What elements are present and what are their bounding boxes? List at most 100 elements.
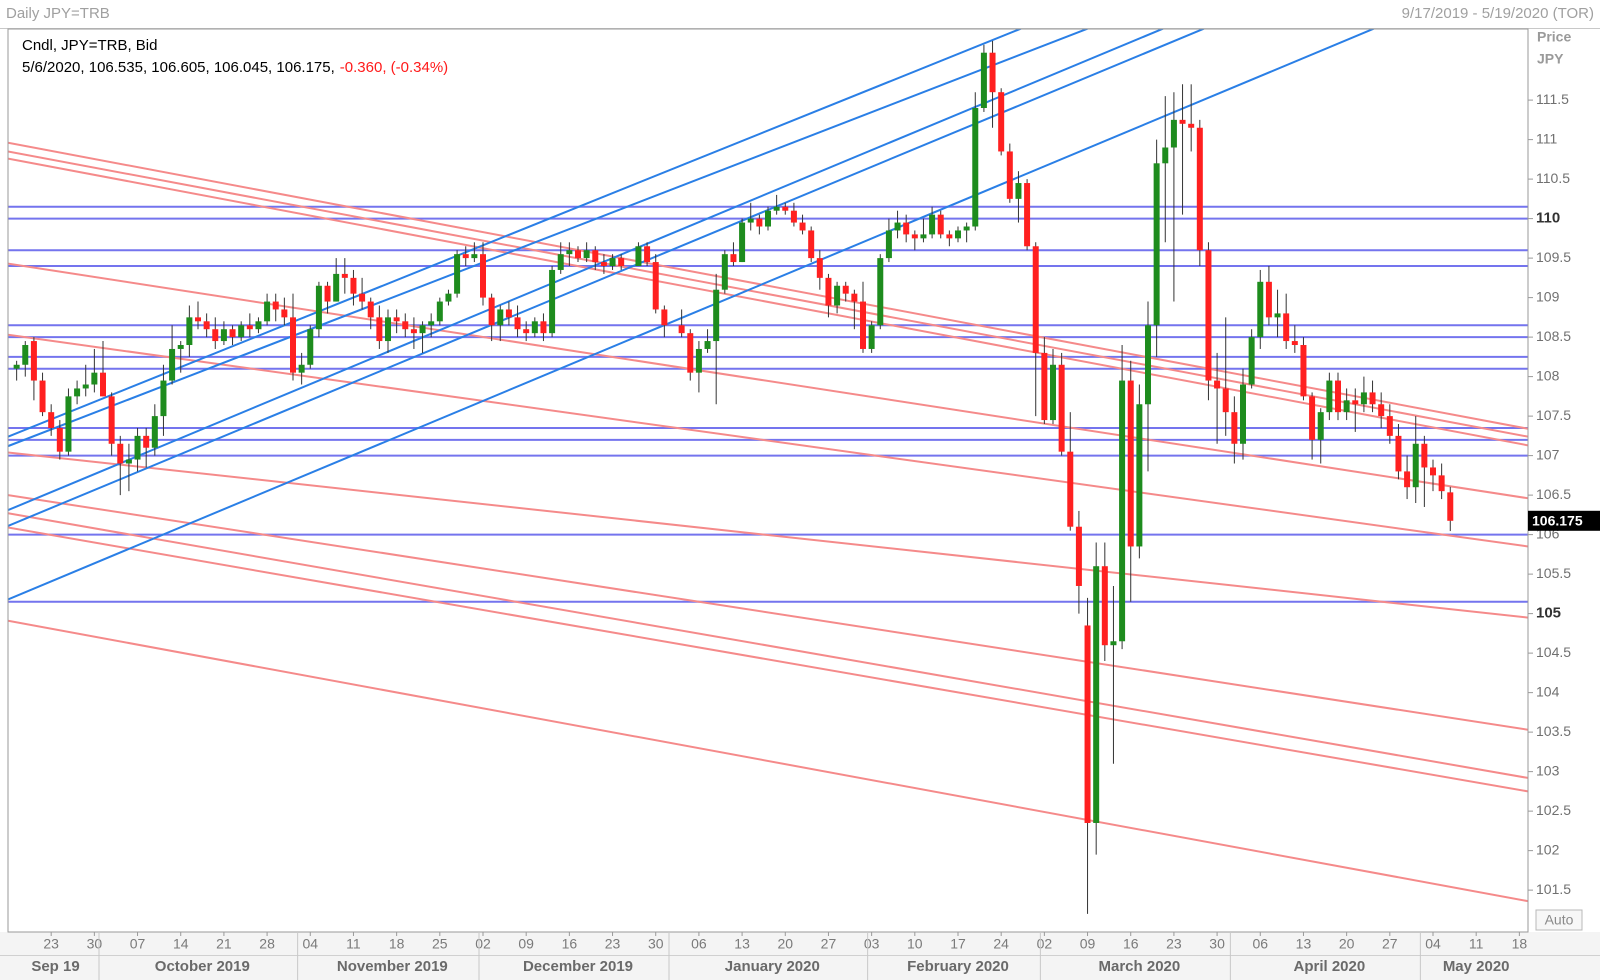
candle-body	[1265, 281, 1272, 318]
candle-body	[842, 285, 849, 294]
x-tick-label: 21	[216, 936, 232, 952]
trend-line	[8, 29, 1165, 512]
x-tick-label: 16	[1123, 936, 1139, 952]
candle-body	[376, 317, 383, 342]
x-tick-label: 27	[1382, 936, 1398, 952]
trend-line	[8, 451, 1528, 619]
candle-body	[1421, 443, 1428, 468]
x-tick-label: 28	[259, 936, 275, 952]
candle-body	[471, 254, 478, 259]
y-tick-label: 101.5	[1536, 881, 1571, 897]
candle-body	[246, 325, 253, 330]
auto-button-label[interactable]: Auto	[1545, 912, 1574, 928]
candle-body	[229, 329, 236, 338]
y-tick-label: 102	[1536, 841, 1560, 857]
candle-body	[255, 321, 262, 330]
candle-body	[350, 277, 357, 294]
candle-body	[808, 230, 815, 259]
candle-body	[825, 277, 832, 306]
candle-body	[747, 218, 754, 223]
trend-line	[8, 29, 1023, 438]
candle-body	[652, 262, 659, 310]
candle-body	[687, 333, 694, 373]
candle-body	[609, 258, 616, 267]
candle-body	[739, 222, 746, 263]
y-tick-label: 105.5	[1536, 565, 1571, 581]
candle-body	[1214, 380, 1221, 389]
candle-body	[480, 254, 486, 298]
candle-body	[1101, 566, 1108, 646]
trend-line	[8, 141, 1528, 430]
candle-body	[203, 321, 210, 330]
auto-button-box[interactable]	[1535, 909, 1583, 931]
candle-body	[488, 297, 495, 326]
candle-body	[359, 293, 366, 302]
trend-line	[8, 150, 1528, 438]
auto-button[interactable]: Auto	[1535, 909, 1583, 931]
candle-body	[1300, 345, 1307, 397]
candle-body	[1231, 412, 1238, 444]
trend-line	[8, 29, 1376, 601]
candle-body	[730, 254, 737, 263]
trend-line	[8, 619, 1528, 903]
candle-body	[100, 372, 106, 397]
candle-body	[980, 52, 987, 109]
x-tick-label: 06	[691, 936, 707, 952]
month-label: December 2019	[523, 958, 633, 975]
y-tick-label: 104.5	[1536, 644, 1571, 660]
candle-body	[885, 230, 892, 259]
candle-body	[963, 226, 970, 231]
candle-body	[419, 325, 426, 334]
candle-body	[1170, 119, 1177, 148]
x-tick-label: 20	[777, 936, 793, 952]
candle-body	[22, 345, 29, 365]
candle-body	[56, 427, 63, 452]
y-tick-label: 105	[1536, 605, 1561, 622]
candle-body	[540, 321, 547, 334]
candle-body	[1179, 119, 1186, 124]
candle-body	[868, 325, 875, 349]
y-tick-label: 106.5	[1536, 486, 1571, 502]
trend-line	[8, 526, 1528, 793]
candle-body	[531, 321, 538, 334]
candle-body	[30, 341, 37, 381]
x-tick-label: 04	[1425, 936, 1441, 952]
x-tick-label: 13	[1296, 936, 1312, 952]
candle-body	[393, 317, 400, 322]
candle-body	[281, 309, 288, 318]
candle-body	[1136, 404, 1143, 547]
candle-body	[367, 301, 374, 318]
candle-body	[402, 321, 409, 330]
x-tick-label: 06	[1252, 936, 1268, 952]
candle-body	[1430, 467, 1436, 476]
candle-body	[1075, 526, 1082, 586]
month-label: March 2020	[1099, 958, 1181, 975]
candle-body	[1032, 246, 1039, 353]
candle-body	[1119, 380, 1126, 642]
candle-body	[39, 380, 46, 413]
candle-body	[1188, 123, 1195, 128]
y-tick-label: 103.5	[1536, 723, 1571, 739]
candle-body	[1309, 396, 1316, 440]
candle-body	[238, 325, 245, 338]
y-tick-label: 107.5	[1536, 407, 1571, 423]
candle-body	[929, 214, 936, 235]
month-label: February 2020	[907, 958, 1009, 975]
plot-border	[7, 28, 1529, 933]
x-tick-label: 02	[475, 936, 491, 952]
candle-body	[1438, 475, 1445, 492]
candle-body	[333, 273, 340, 302]
candle-body	[74, 388, 81, 397]
y-tick-label: 111.5	[1536, 91, 1569, 107]
candle-body	[911, 234, 918, 239]
candle-body	[177, 345, 184, 349]
candle-body	[566, 250, 573, 255]
info-values: 5/6/2020, 106.535, 106.605, 106.045, 106…	[22, 59, 335, 76]
header-range: 9/17/2019 - 5/19/2020 (TOR)	[1402, 5, 1594, 22]
candle-body	[436, 301, 443, 322]
candle-body	[160, 380, 167, 417]
candle-body	[48, 412, 55, 428]
candle-body	[557, 254, 564, 270]
month-label: April 2020	[1294, 958, 1366, 975]
